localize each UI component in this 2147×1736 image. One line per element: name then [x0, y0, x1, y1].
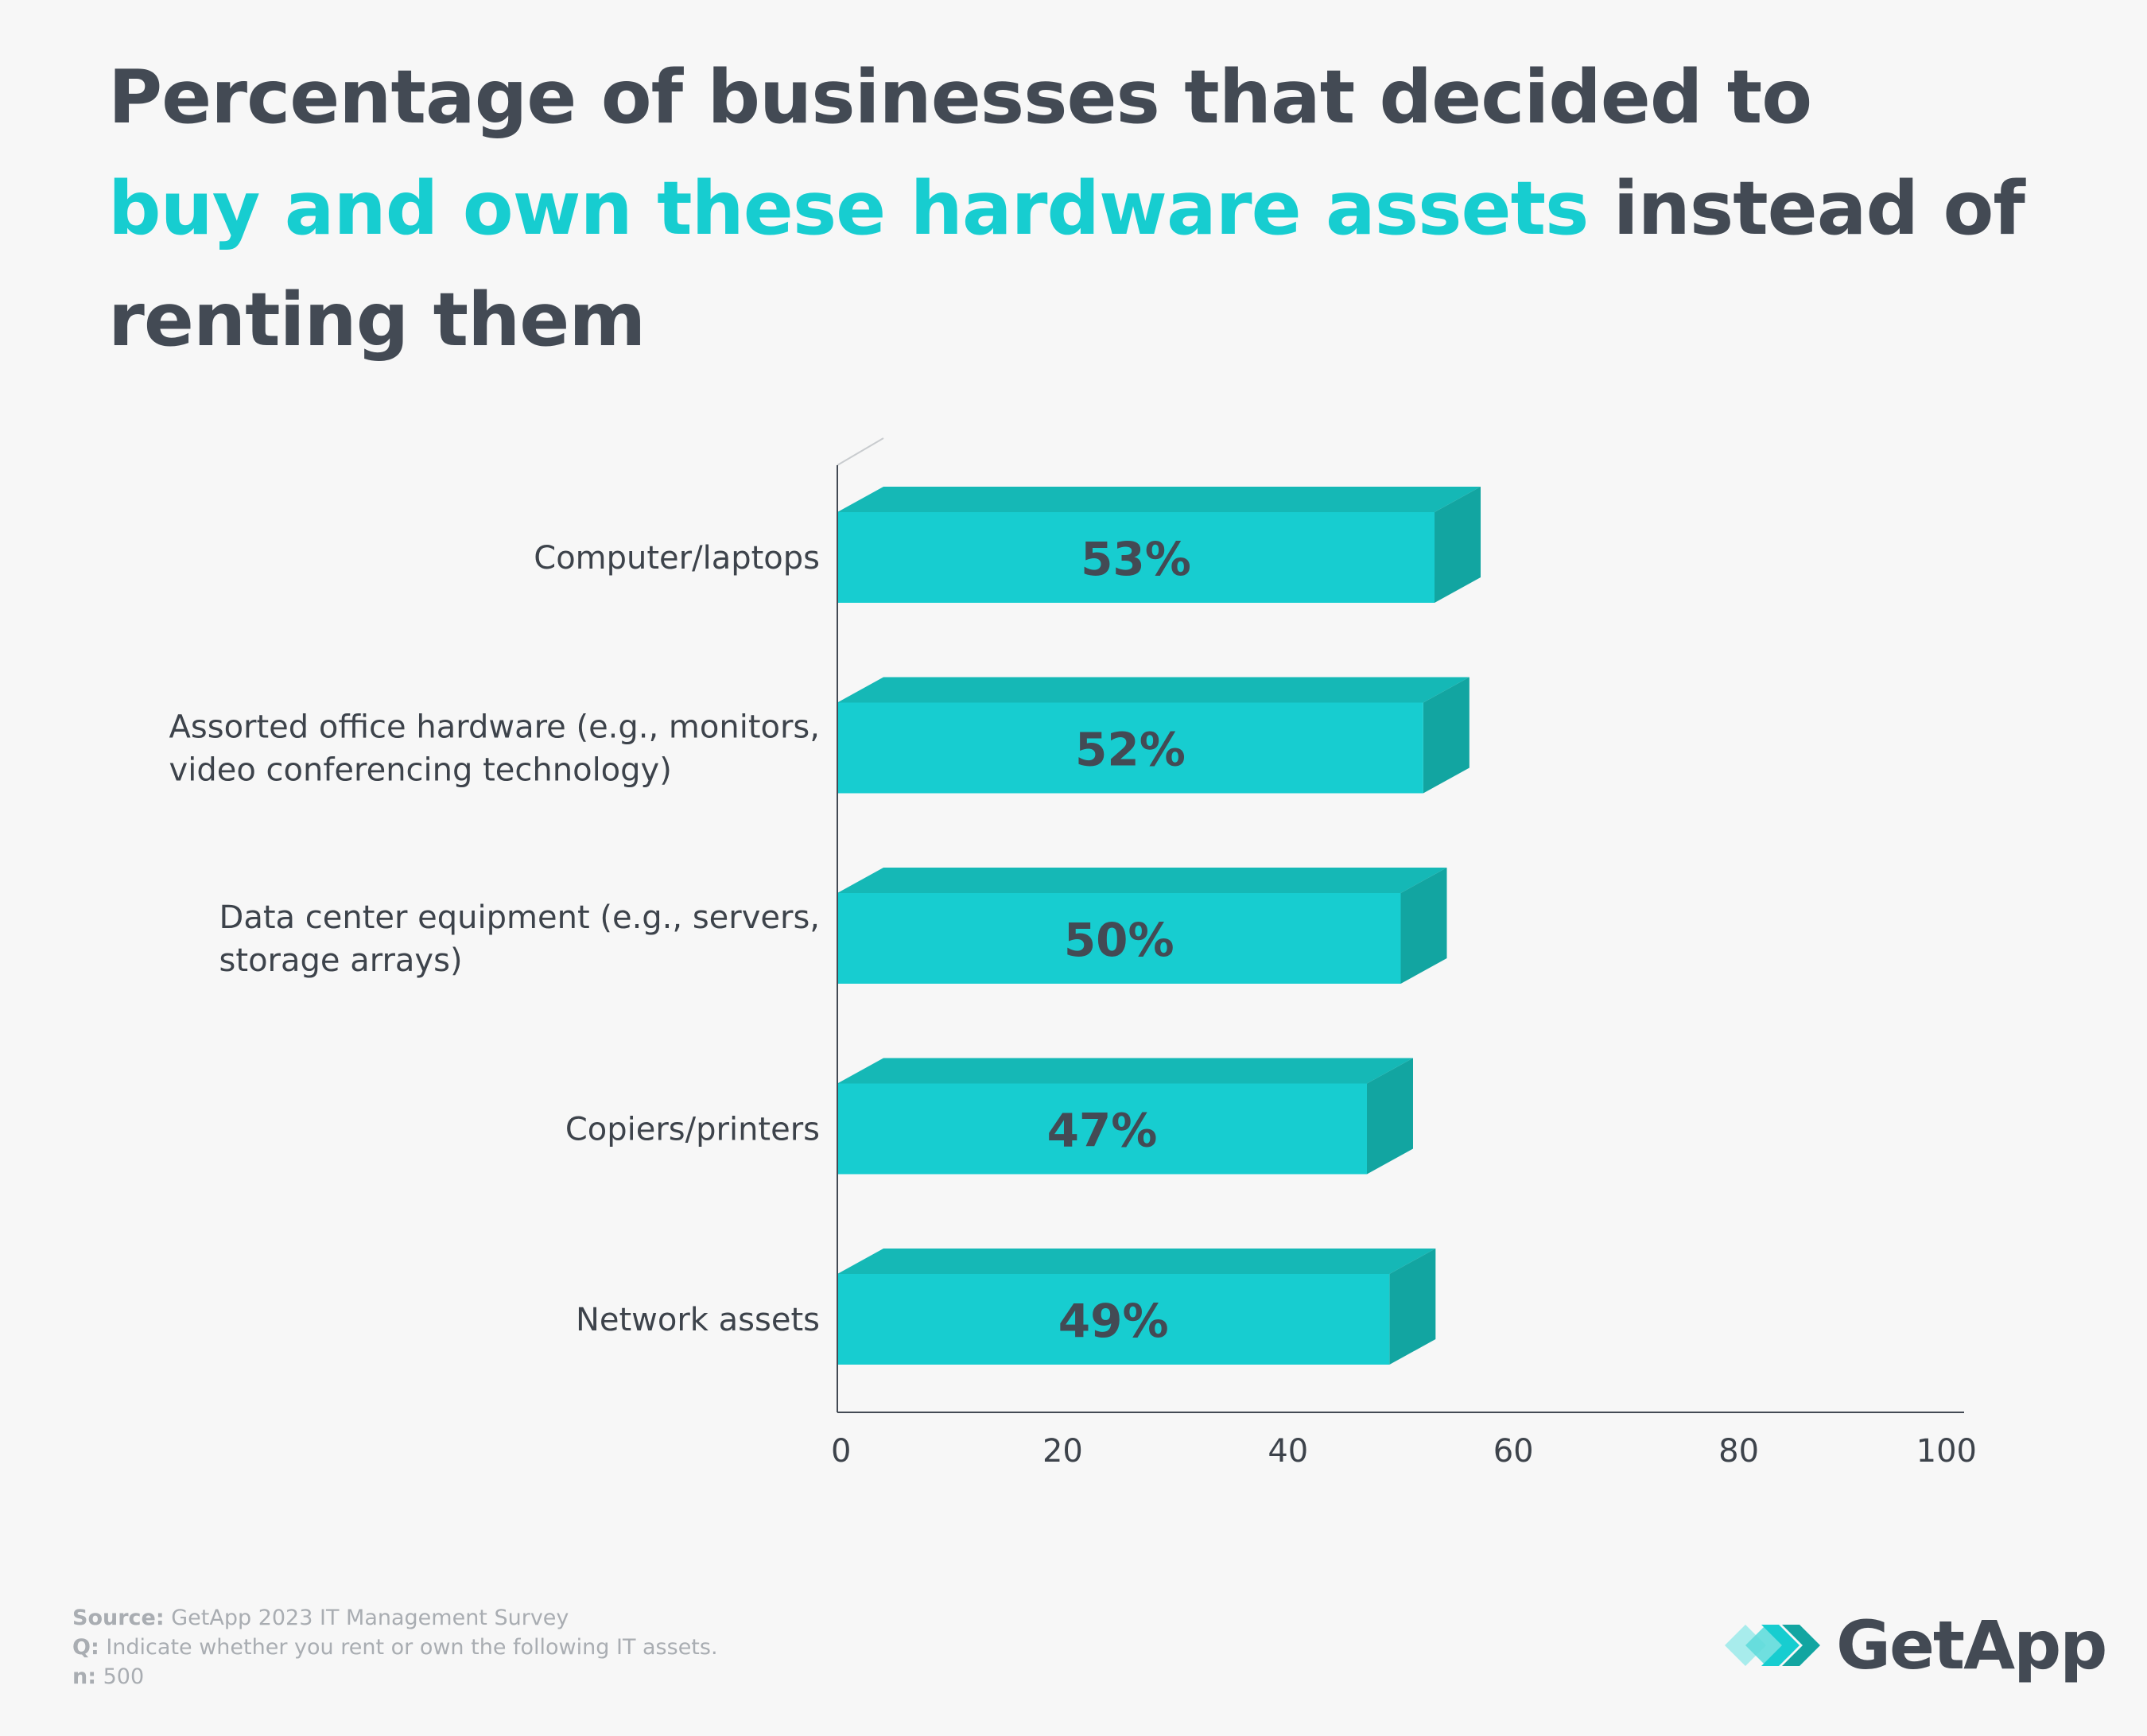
bar-side-face — [1435, 487, 1481, 603]
axis-depth-line — [837, 437, 884, 466]
bar-side-face — [1400, 868, 1447, 984]
bar-top-face — [837, 1249, 1436, 1274]
x-tick-label: 80 — [1718, 1433, 1759, 1470]
x-tick-label: 40 — [1268, 1433, 1308, 1470]
bar-value-label: 50% — [1064, 913, 1174, 967]
bar-value-label: 53% — [1081, 532, 1191, 586]
title-part1: Percentage of businesses that decided to — [108, 54, 1812, 140]
bar — [837, 702, 1423, 794]
bar-top-face — [837, 1058, 1413, 1084]
category-label: storage arrays) — [219, 942, 463, 979]
bar-top-face — [837, 868, 1447, 893]
x-tick-label: 20 — [1042, 1433, 1083, 1470]
bar-side-face — [1423, 677, 1470, 794]
bar-value-label: 49% — [1058, 1294, 1169, 1348]
bar-value-label: 52% — [1075, 723, 1186, 777]
chart-title: Percentage of businesses that decided to… — [108, 41, 2080, 375]
bar-top-face — [837, 677, 1470, 703]
title-part2: instead of renting them — [108, 165, 2025, 363]
bar — [837, 1083, 1367, 1175]
category-label: video conferencing technology) — [169, 752, 672, 789]
question-line: Q: Indicate whether you rent or own the … — [72, 1635, 718, 1660]
bar-side-face — [1366, 1058, 1413, 1175]
chart-footer: Source: GetApp 2023 IT Management Survey… — [72, 1603, 718, 1691]
getapp-logo: GetApp — [1722, 1606, 2107, 1684]
x-tick-label: 0 — [831, 1433, 851, 1470]
category-label: Network assets — [576, 1302, 820, 1338]
bar — [837, 893, 1401, 984]
source-line: Source: GetApp 2023 IT Management Survey — [72, 1606, 569, 1630]
getapp-wordmark: GetApp — [1836, 1606, 2107, 1684]
bar — [837, 512, 1435, 603]
category-label: Copiers/printers — [565, 1112, 820, 1148]
bar-side-face — [1389, 1249, 1436, 1365]
category-label: Assorted office hardware (e.g., monitors… — [169, 709, 820, 746]
bar — [837, 1274, 1390, 1365]
getapp-chevron-icon — [1725, 1625, 1820, 1666]
x-tick-label: 100 — [1916, 1433, 1977, 1470]
sample-size-line: n: 500 — [72, 1664, 145, 1689]
x-tick-label: 60 — [1493, 1433, 1534, 1470]
bar-value-label: 47% — [1047, 1104, 1158, 1158]
category-label: Computer/laptops — [534, 540, 820, 577]
category-label: Data center equipment (e.g., servers, — [219, 899, 820, 936]
title-highlight: buy and own these hardware assets — [108, 165, 1589, 251]
bar-top-face — [837, 487, 1481, 512]
